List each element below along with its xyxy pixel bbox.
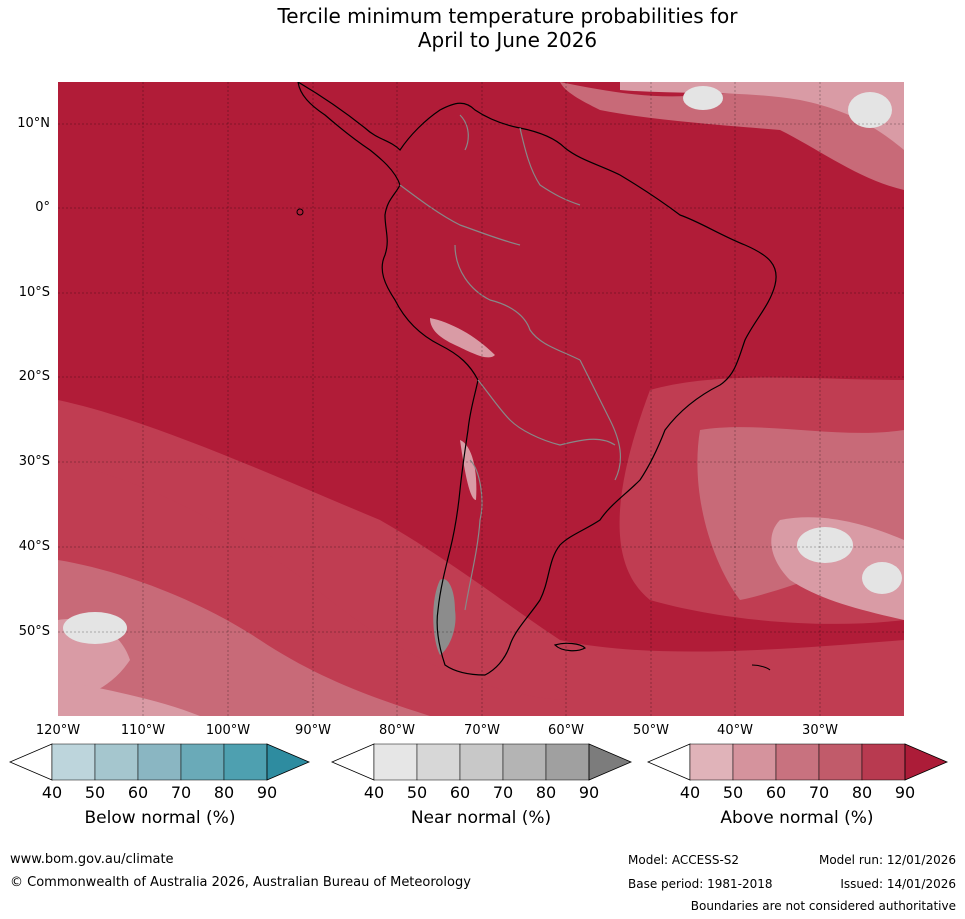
lat-label-10s: 10°S [18, 285, 50, 300]
lon-label-100w: 100°W [205, 723, 251, 738]
colorbar-near-title: Near normal (%) [410, 808, 552, 828]
andes-highland-streak [430, 318, 495, 358]
colorbar-above-tick: 90 [894, 783, 916, 802]
lon-label-60w: 60°W [548, 723, 584, 738]
lat-label-20s: 20°S [18, 369, 50, 384]
colorbar-below-tick: 40 [41, 783, 63, 802]
colorbar-above-tick: 80 [851, 783, 873, 802]
colorbar-below-segment-2 [94, 743, 139, 781]
lat-label-10n: 10°N [17, 116, 50, 131]
border-line-6 [464, 459, 483, 611]
lon-label-70w: 70°W [464, 723, 500, 738]
lat-label-0: 0° [35, 200, 50, 215]
lat-label-30s: 30°S [18, 454, 50, 469]
colorbar-near [330, 743, 633, 781]
border-line-7 [459, 114, 469, 151]
lon-label-40w: 40°W [717, 723, 753, 738]
lon-label-90w: 90°W [295, 723, 331, 738]
footer-copyright: © Commonwealth of Australia 2026, Austra… [10, 875, 471, 890]
lat-label-50s: 50°S [18, 624, 50, 639]
neutral-patch-ne [848, 92, 892, 128]
footer-issued: Issued: 14/01/2026 [840, 877, 956, 891]
colorbar-near-tick: 40 [363, 783, 385, 802]
colorbar-above-segment-3 [775, 743, 820, 781]
colorbar-near-segment-5 [545, 743, 590, 781]
colorbar-near-tick: 70 [492, 783, 514, 802]
title-line-2: April to June 2026 [417, 28, 598, 52]
colorbar-near-segment-1 [373, 743, 418, 781]
lon-label-110w: 110°W [120, 723, 166, 738]
border-line-2 [454, 244, 581, 361]
border-line-5 [579, 359, 621, 481]
colorbar-near-segment-3 [459, 743, 504, 781]
colorbar-below-tick: 70 [170, 783, 192, 802]
lat-label-40s: 40°S [18, 539, 50, 554]
galapagos-islands [296, 208, 304, 216]
colorbar-above-tick: 50 [722, 783, 744, 802]
colorbar-above-tick: 40 [679, 783, 701, 802]
colorbar-below-segment-3 [137, 743, 182, 781]
colorbar-below-segment-1 [51, 743, 96, 781]
colorbar-below-tick: 50 [84, 783, 106, 802]
chart-title: Tercile minimum temperature probabilitie… [0, 4, 965, 52]
colorbar-near-segment-6 [588, 743, 633, 781]
colorbar-near-tick: 50 [406, 783, 428, 802]
colorbar-above-tick: 60 [765, 783, 787, 802]
colorbar-near-tick: 80 [535, 783, 557, 802]
colorbar-below-segment-5 [223, 743, 268, 781]
colorbar-above-tick: 70 [808, 783, 830, 802]
colorbar-above-segment-1 [689, 743, 734, 781]
neutral-patch-east [862, 562, 902, 594]
footer-model-run: Model run: 12/01/2026 [818, 853, 956, 867]
colorbar-near-segment-2 [416, 743, 461, 781]
colorbar-below [8, 743, 311, 781]
footer-website: www.bom.gov.au/climate [10, 852, 174, 867]
colorbar-below-tick: 90 [256, 783, 278, 802]
field-above-50-north [620, 82, 904, 150]
neutral-patch-atlantic [797, 527, 853, 563]
field-above-50-corner [58, 680, 200, 716]
colorbar-above [646, 743, 949, 781]
south-georgia [751, 664, 771, 671]
neutral-patch-north [683, 86, 723, 110]
border-line-4 [519, 127, 581, 206]
colorbar-above-segment-2 [732, 743, 777, 781]
colorbar-above-segment-6 [904, 743, 949, 781]
neutral-patch-sw [63, 612, 127, 644]
colorbar-below-segment-6 [266, 743, 311, 781]
falkland-islands [553, 642, 586, 652]
colorbar-above-segment-4 [818, 743, 863, 781]
colorbar-below-segment-4 [180, 743, 225, 781]
south-america-coastline [297, 82, 777, 676]
colorbar-above-segment-0 [646, 743, 691, 781]
colorbar-near-tick: 90 [578, 783, 600, 802]
map-gridlines [58, 82, 904, 716]
map-field [58, 82, 904, 716]
colorbar-below-title: Below normal (%) [84, 808, 236, 828]
footer-model: Model: ACCESS-S2 [628, 853, 740, 867]
footer-base-period: Base period: 1981-2018 [628, 877, 773, 891]
colorbar-near-segment-4 [502, 743, 547, 781]
border-line-3 [477, 379, 616, 446]
colorbar-below-tick: 60 [127, 783, 149, 802]
patagonia-grey [433, 579, 456, 655]
title-line-1: Tercile minimum temperature probabilitie… [277, 4, 738, 28]
colorbar-below-tick: 80 [213, 783, 235, 802]
border-line-1 [399, 184, 521, 246]
lon-label-30w: 30°W [802, 723, 838, 738]
colorbar-near-tick: 60 [449, 783, 471, 802]
colorbar-above-segment-5 [861, 743, 906, 781]
field-above-70-southwest [58, 560, 430, 716]
lon-label-50w: 50°W [633, 723, 669, 738]
footer-disclaimer: Boundaries are not considered authoritat… [690, 899, 956, 913]
colorbar-above-title: Above normal (%) [720, 808, 874, 828]
field-above-70-north [560, 82, 904, 190]
colorbar-below-segment-0 [8, 743, 53, 781]
lon-label-80w: 80°W [379, 723, 415, 738]
lon-label-120w: 120°W [35, 723, 81, 738]
colorbar-near-segment-0 [330, 743, 375, 781]
